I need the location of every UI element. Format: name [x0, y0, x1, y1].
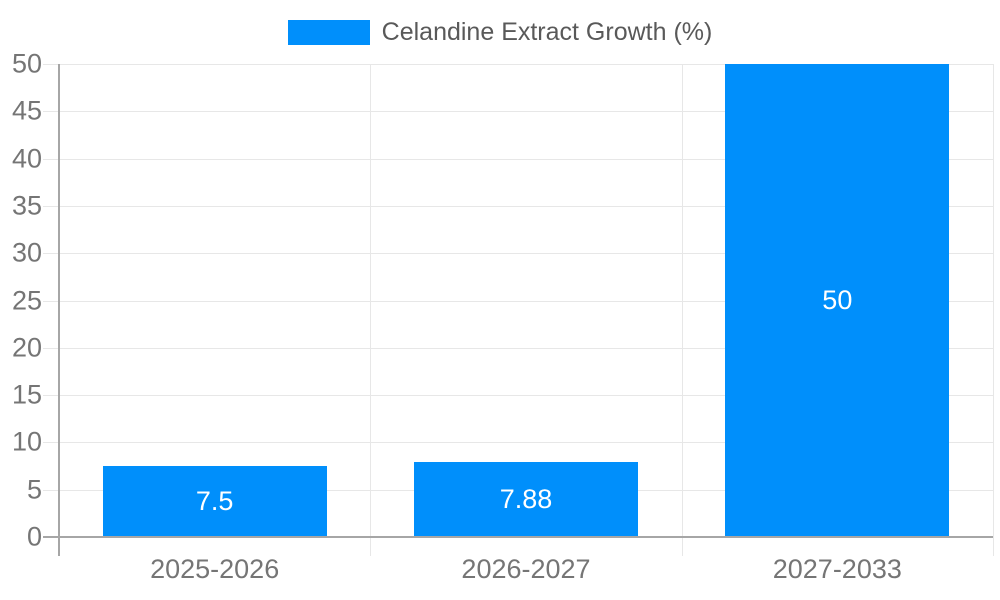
legend-label: Celandine Extract Growth (%)	[381, 18, 713, 46]
legend[interactable]: Celandine Extract Growth (%)	[0, 16, 1000, 49]
gridline-horizontal	[43, 64, 993, 65]
gridline-horizontal	[43, 395, 993, 397]
gridline-horizontal	[43, 442, 993, 444]
gridline-horizontal	[43, 205, 993, 207]
bar-value-label: 7.88	[499, 484, 553, 515]
y-axis-labels: 0 5 10 15 20 25 30 35 40 45 50	[0, 49, 42, 552]
gridline-horizontal	[43, 347, 993, 349]
y-tick-label: 30	[11, 237, 42, 268]
bar-value-label: 50	[822, 285, 853, 315]
gridline-vertical	[993, 64, 994, 556]
gridline-vertical	[681, 64, 683, 556]
y-axis-line	[58, 64, 60, 556]
y-tick-label: 0	[26, 521, 42, 552]
plot-area: 7.5 7.88 50	[43, 64, 994, 556]
y-tick-label: 25	[11, 285, 42, 315]
y-tick-label: 50	[11, 48, 42, 79]
bar-value-label: 7.5	[195, 486, 234, 517]
y-tick-label: 20	[11, 332, 42, 363]
bar-2026-2027: 7.88	[414, 462, 638, 537]
bar-2027-2033: 50	[725, 64, 950, 537]
y-tick-label: 35	[11, 190, 42, 221]
legend-swatch	[287, 20, 370, 45]
gridline-horizontal	[43, 300, 993, 302]
y-tick-label: 10	[11, 426, 42, 457]
y-tick-label: 5	[26, 474, 42, 505]
bar-2025-2026: 7.5	[102, 466, 327, 537]
y-tick-label: 15	[11, 379, 42, 410]
x-axis-line	[43, 536, 993, 538]
gridline-vertical	[370, 64, 372, 556]
y-tick-label: 40	[11, 143, 42, 174]
x-axis-labels: 2025-2026 2026-2027 2027-2033	[59, 553, 993, 587]
x-category-label: 2026-2027	[461, 554, 591, 584]
gridline-horizontal	[43, 253, 993, 255]
x-category-label: 2027-2033	[772, 554, 902, 584]
gridline-horizontal	[43, 111, 993, 113]
x-category-label: 2025-2026	[150, 554, 280, 584]
gridline-horizontal	[43, 158, 993, 160]
y-tick-label: 45	[11, 95, 42, 126]
